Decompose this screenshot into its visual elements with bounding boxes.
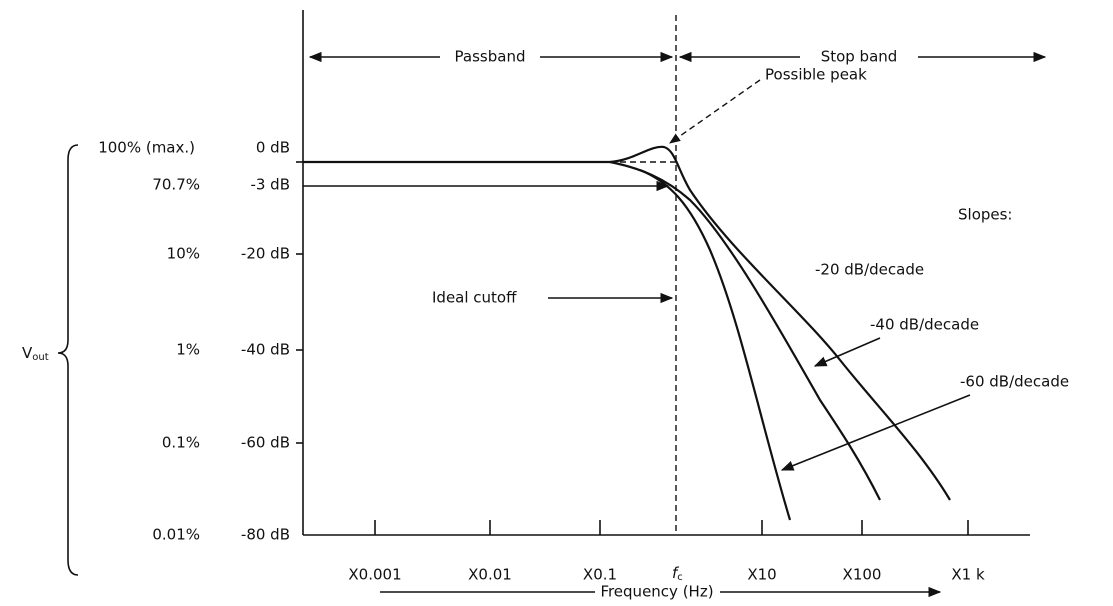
stopband-label: Stop band [821, 48, 898, 66]
db-label: -60 dB [241, 434, 290, 452]
response-40 [609, 160, 881, 501]
percent-label: 0.1% [162, 434, 200, 452]
percent-label: 100% (max.) [98, 139, 195, 157]
x-tick-label: X0.01 [468, 566, 512, 584]
db-label: -80 dB [241, 526, 290, 544]
slopes-title: Slopes: [958, 206, 1013, 224]
percent-label: 70.7% [152, 176, 200, 194]
x-tick-label: X100 [843, 566, 882, 584]
x-tick-label: X0.001 [348, 566, 401, 584]
percent-label: 1% [176, 341, 200, 359]
fc-main: f [672, 564, 680, 582]
db-label: -40 dB [241, 341, 290, 359]
passband-label: Passband [455, 48, 526, 66]
slope-arrow [813, 337, 881, 367]
response-60 [639, 168, 792, 521]
x-tick-label: X10 [747, 566, 776, 584]
percent-label: 10% [167, 245, 200, 263]
axes [296, 10, 1030, 536]
db-label: 0 dB [256, 139, 290, 157]
possible-peak: Possible peak [765, 66, 867, 84]
x-tick-label: fc [672, 564, 683, 584]
x-axis-label: Frequency (Hz) [600, 583, 713, 601]
ideal-cutoff: Ideal cutoff [432, 289, 517, 307]
y-axis-label: Vout [22, 344, 49, 364]
peak-arrow [669, 79, 761, 144]
fc-sub: c [677, 572, 683, 583]
percent-label: 0.01% [152, 526, 200, 544]
db-label: -20 dB [241, 245, 290, 263]
slope-label: -20 dB/decade [815, 261, 924, 279]
slope-label: -40 dB/decade [870, 316, 979, 334]
response-20 [303, 145, 951, 501]
x-tick-label: X1 k [951, 566, 985, 584]
x-tick-label: X0.1 [583, 566, 617, 584]
slope-arrow [780, 394, 971, 471]
y-label-sub: out [32, 352, 48, 363]
y-label-main: V [22, 344, 33, 362]
brace [57, 144, 79, 576]
slope-label: -60 dB/decade [960, 373, 1069, 391]
db-label: -3 dB [250, 176, 290, 194]
